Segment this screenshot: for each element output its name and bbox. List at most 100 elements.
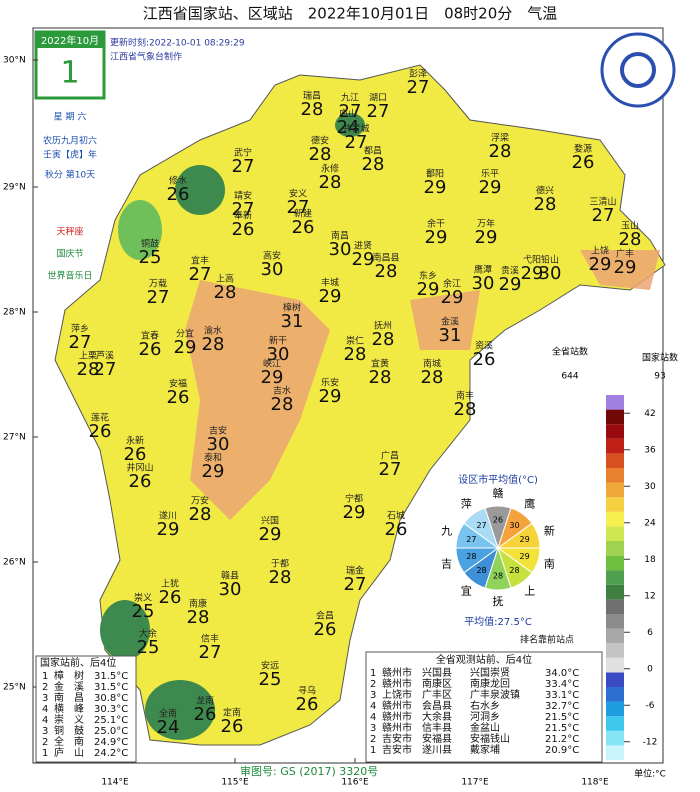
right-table-cell: 吉安市	[382, 732, 412, 745]
station-name: 石城	[387, 511, 405, 522]
pie-value: 29	[520, 535, 530, 544]
pie-value: 26	[493, 516, 503, 525]
station-name: 信丰	[201, 633, 219, 645]
station-temp: 26	[572, 152, 595, 173]
station-name: 浮梁	[491, 132, 509, 144]
color-bin	[606, 511, 624, 527]
station-temp: 26	[296, 694, 319, 715]
lat-label: 28°N	[3, 308, 26, 318]
color-bin	[606, 716, 624, 731]
legend-count: 644	[561, 372, 578, 382]
pie-name: 宜	[461, 584, 472, 598]
station-name: 赣县	[221, 570, 239, 582]
station-temp: 28	[619, 229, 642, 250]
lat-label: 30°N	[3, 56, 26, 66]
right-table-cell: 33.1°C	[545, 690, 579, 701]
station-temp: 29	[425, 227, 448, 248]
color-bin	[606, 395, 624, 410]
right-table-cell: 兴国县	[422, 667, 452, 679]
station-temp: 28	[344, 344, 367, 365]
right-table-box	[365, 651, 603, 763]
zodiac: 天秤座	[56, 226, 83, 238]
color-bin	[606, 570, 624, 585]
right-table-cell: 赣州市	[382, 666, 412, 679]
right-table-cell: 赣州市	[382, 699, 412, 712]
station-temp: 30	[219, 579, 242, 600]
station-name: 余江	[443, 278, 461, 290]
color-bin	[606, 614, 624, 629]
left-table-cell: 3	[42, 693, 48, 704]
station-temp: 30	[207, 434, 230, 455]
station-temp: 30	[267, 344, 290, 365]
lon-label: 118°E	[581, 778, 609, 788]
color-bin	[606, 555, 624, 571]
station-temp: 28	[77, 359, 100, 380]
station-temp: 27	[367, 101, 390, 122]
legend-tick-label: 42	[644, 409, 655, 419]
left-table-cell: 横 峰	[54, 702, 84, 715]
station-temp: 29	[319, 286, 342, 307]
station-temp: 29	[157, 519, 180, 540]
station-temp: 28	[421, 367, 444, 388]
pie-name: 吉	[441, 558, 452, 571]
warm-area	[580, 250, 660, 290]
station-temp: 29	[499, 274, 522, 295]
station-name: 武宁	[234, 147, 252, 159]
station-name: 上犹	[161, 579, 179, 590]
station-name: 乐平	[481, 168, 499, 180]
right-table-cell: 南康龙回	[470, 677, 510, 690]
station-name: 万载	[149, 278, 167, 290]
legend-tick-label: 30	[644, 482, 656, 492]
station-temp: 26	[167, 387, 190, 408]
color-bin	[606, 628, 624, 644]
right-table-cell: 上饶市	[382, 688, 412, 701]
station-temp: 29	[261, 367, 284, 388]
station-temp: 27	[94, 359, 117, 380]
color-bin	[606, 409, 624, 425]
pie-name: 抚	[493, 594, 504, 608]
left-table-cell: 崇 义	[54, 714, 84, 726]
station-name: 上高	[216, 273, 234, 285]
legend-tick-label: 36	[644, 445, 656, 455]
station-name: 南昌县	[372, 252, 399, 264]
festival: 国庆节	[56, 248, 83, 260]
left-table-cell: 30.8°C	[94, 693, 128, 704]
update-time: 更新时刻:2022-10-01 08:29:29	[110, 37, 245, 49]
station-temp: 26	[129, 471, 152, 492]
pie-name: 萍	[461, 497, 472, 510]
left-table-cell: 2	[42, 682, 48, 693]
legend-label: 国家站数	[642, 352, 678, 364]
station-temp: 29	[479, 177, 502, 198]
station-name: 南康	[189, 598, 207, 610]
color-bin	[606, 526, 624, 541]
logo	[600, 32, 676, 108]
color-bin	[606, 599, 624, 614]
station-name: 定南	[223, 707, 241, 719]
color-bin	[606, 541, 624, 556]
lat-label: 26°N	[3, 558, 26, 568]
station-name: 贵溪	[501, 265, 519, 277]
left-table-cell: 25.0°C	[94, 726, 128, 737]
station-name: 瑞昌	[303, 90, 321, 102]
legend-tick-label: 24	[644, 518, 656, 528]
pie-value: 30	[509, 521, 519, 530]
right-table-cell: 4	[370, 712, 376, 723]
pie-value: 28	[493, 572, 503, 581]
station-temp: 27	[345, 132, 368, 153]
right-table-cell: 安福钱山	[470, 732, 510, 745]
right-table-cell: 广丰区	[422, 688, 452, 701]
cool-area	[335, 113, 365, 137]
station-name: 铜鼓	[141, 238, 159, 250]
station-name: 金溪	[441, 316, 459, 328]
footer: 审图号: GS (2017) 3320号	[240, 764, 378, 778]
pie-value: 28	[466, 552, 476, 561]
station-name: 婺源	[574, 144, 592, 155]
color-bin	[606, 701, 624, 717]
pie-name: 南	[544, 558, 555, 571]
color-bin	[606, 482, 624, 498]
warm-area	[185, 280, 330, 520]
station-name: 玉山	[621, 221, 639, 232]
station-temp: 26	[139, 339, 162, 360]
station-temp: 27	[69, 332, 92, 353]
station-temp: 28	[214, 282, 237, 303]
